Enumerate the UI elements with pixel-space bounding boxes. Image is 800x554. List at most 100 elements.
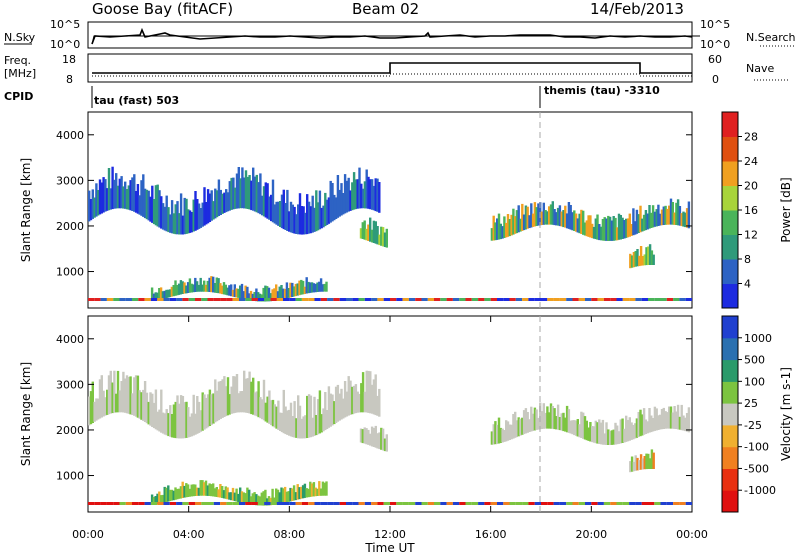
echo-cell bbox=[687, 201, 691, 229]
echo-cell bbox=[334, 386, 338, 423]
echo-cell bbox=[380, 226, 383, 246]
echo-cell bbox=[421, 298, 428, 301]
echo-cell bbox=[603, 433, 606, 445]
echo-cell bbox=[509, 298, 516, 301]
colorbar-frame bbox=[721, 315, 739, 513]
echo-cell bbox=[282, 288, 285, 300]
echo-cell bbox=[109, 370, 112, 414]
echo-cell bbox=[97, 398, 100, 420]
echo-cell bbox=[240, 283, 244, 299]
echo-cell bbox=[497, 298, 504, 301]
echo-cell bbox=[244, 378, 248, 413]
echo-cell bbox=[222, 282, 226, 295]
echo-cell bbox=[351, 386, 354, 415]
echo-cell bbox=[203, 187, 206, 226]
echo-cell bbox=[122, 371, 125, 413]
echo-cell bbox=[152, 402, 156, 429]
echo-cell bbox=[528, 502, 535, 505]
echo-cell bbox=[503, 430, 506, 442]
echo-cell bbox=[540, 411, 544, 429]
echo-cell bbox=[224, 486, 227, 499]
echo-cell bbox=[223, 376, 226, 417]
echo-cell bbox=[235, 374, 239, 413]
echo-cell bbox=[298, 405, 302, 439]
echo-cell bbox=[136, 375, 140, 418]
echo-cell bbox=[194, 413, 197, 435]
echo-cell bbox=[316, 282, 319, 292]
echo-cell bbox=[635, 298, 642, 301]
echo-cell bbox=[196, 199, 199, 230]
echo-cell bbox=[509, 502, 516, 505]
echo-cell bbox=[252, 377, 255, 415]
echo-cell bbox=[333, 502, 340, 505]
echo-cell bbox=[378, 388, 381, 417]
echo-cell bbox=[100, 298, 107, 301]
colorbar-tick-label: 1000 bbox=[744, 332, 772, 345]
echo-cell bbox=[629, 461, 632, 473]
echo-cell bbox=[276, 502, 284, 505]
echo-cell bbox=[316, 488, 319, 496]
echo-cell bbox=[542, 403, 545, 429]
echo-cell bbox=[179, 395, 183, 439]
echo-cell bbox=[169, 298, 177, 301]
colorbar-swatch bbox=[722, 403, 738, 426]
echo-cell bbox=[291, 488, 294, 501]
echo-cell bbox=[284, 203, 287, 230]
echo-cell bbox=[634, 221, 637, 235]
echo-cell bbox=[565, 213, 569, 229]
echo-cell bbox=[270, 400, 273, 426]
echo-cell bbox=[660, 409, 664, 430]
echo-cell bbox=[603, 298, 611, 301]
echo-cell bbox=[555, 416, 558, 430]
echo-cell bbox=[506, 421, 510, 441]
echo-cell bbox=[201, 284, 204, 292]
echo-cell bbox=[111, 382, 114, 414]
power-colorbar: 4 8 12 16 20 24 28 bbox=[721, 111, 758, 309]
nsky-tick-top: 10^5 bbox=[50, 18, 80, 31]
echo-cell bbox=[259, 397, 262, 419]
echo-cell bbox=[107, 168, 111, 211]
echo-cell bbox=[98, 179, 102, 215]
echo-cell bbox=[327, 298, 334, 301]
echo-cell bbox=[378, 432, 381, 450]
echo-cell bbox=[204, 480, 208, 496]
echo-cell bbox=[140, 180, 143, 216]
echo-cell bbox=[673, 406, 676, 429]
date-title: 14/Feb/2013 bbox=[590, 0, 684, 18]
echo-cell bbox=[154, 389, 158, 430]
echo-cell bbox=[307, 201, 311, 234]
echo-cell bbox=[188, 488, 192, 497]
echo-cell bbox=[515, 210, 519, 234]
echo-cell bbox=[182, 502, 189, 505]
echo-cell bbox=[207, 298, 214, 301]
echo-cell bbox=[327, 197, 331, 224]
echo-cell bbox=[515, 420, 519, 438]
echo-cell bbox=[510, 424, 513, 440]
echo-cell bbox=[309, 481, 312, 497]
echo-cell bbox=[88, 502, 95, 505]
echo-cell bbox=[574, 420, 578, 436]
echo-cell bbox=[659, 414, 662, 430]
echo-cell bbox=[157, 502, 164, 505]
echo-cell bbox=[251, 502, 258, 505]
echo-cell bbox=[622, 298, 630, 301]
echo-cell bbox=[280, 487, 283, 504]
echo-cell bbox=[182, 298, 189, 301]
echo-cell bbox=[297, 395, 300, 439]
echo-cell bbox=[490, 502, 497, 505]
echo-cell bbox=[494, 222, 497, 241]
echo-cell bbox=[158, 491, 161, 504]
nsky-tick-bottom: 10^0 bbox=[50, 38, 80, 51]
echo-cell bbox=[271, 399, 275, 427]
echo-cell bbox=[562, 412, 565, 432]
echo-cell bbox=[587, 215, 590, 237]
echo-cell bbox=[580, 411, 583, 438]
echo-cell bbox=[280, 285, 283, 300]
echo-cell bbox=[638, 460, 641, 470]
echo-cell bbox=[270, 298, 277, 301]
echo-cell bbox=[161, 494, 165, 503]
echo-cell bbox=[370, 426, 374, 447]
echo-cell bbox=[124, 378, 127, 413]
echo-cell bbox=[621, 418, 624, 443]
y-tick-label: 2000 bbox=[56, 424, 84, 437]
